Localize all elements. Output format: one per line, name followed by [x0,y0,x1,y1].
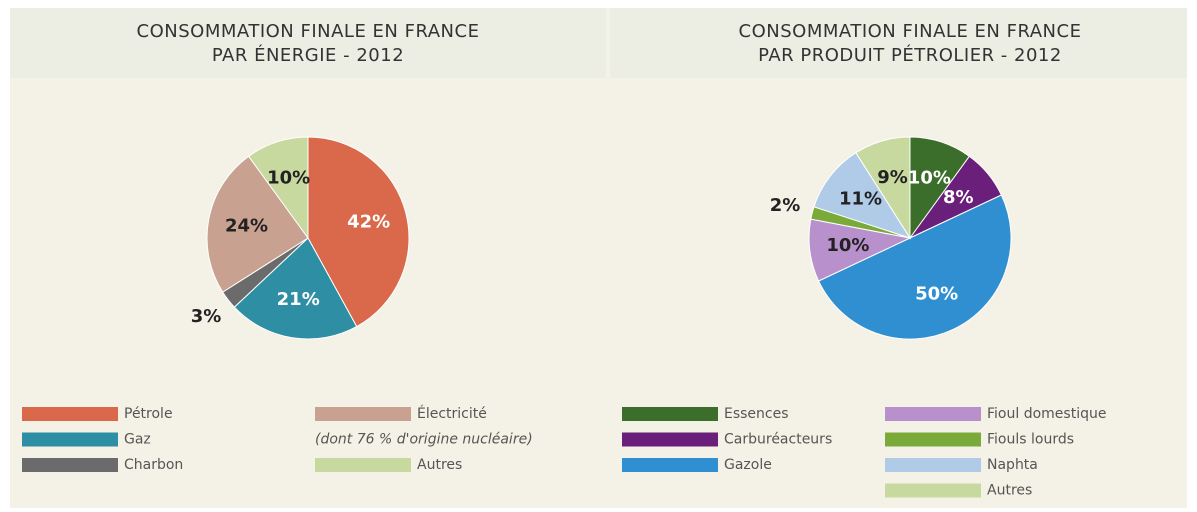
legend-swatch [885,458,981,472]
legend-swatch [885,407,981,421]
legend-label: Gazole [724,457,772,473]
legend-label: Naphta [987,457,1038,473]
pie-slice [247,136,309,240]
chart-subtitle: PAR ÉNERGIE - 2012 [212,44,404,66]
legend-label: Carburéacteurs [724,432,832,448]
legend-swatch [885,432,981,447]
legend-label: Électricité [417,405,487,422]
legend-swatch [885,483,981,498]
legend-label: Fiouls lourds [987,432,1074,448]
legend-swatch [622,458,718,472]
legend-label: Essences [724,406,789,422]
legend-swatch [315,407,411,421]
pie-slice [813,152,912,239]
value-label: 42% [347,211,390,232]
pie-slice [307,136,410,328]
legend-swatch [22,407,118,421]
pie-slice [233,237,358,340]
pie-slice [855,136,911,240]
chart-title: CONSOMMATION FINALE EN FRANCE [739,21,1082,42]
value-label: 9% [877,167,908,188]
value-label: 2% [770,195,801,216]
value-label: 24% [225,215,268,236]
legend-swatch [315,458,411,472]
value-label: 10% [908,167,951,188]
value-label: 10% [826,235,869,256]
legend-swatch [22,432,118,447]
legend-label: Gaz [124,432,151,448]
chart-title: CONSOMMATION FINALE EN FRANCE [137,21,480,42]
pie-slice [206,155,309,293]
value-label: 10% [267,167,310,188]
value-label: 21% [277,289,320,310]
chart-subtitle: PAR PRODUIT PÉTROLIER - 2012 [758,44,1062,66]
value-label: 8% [943,187,974,208]
value-label: 11% [839,189,882,210]
legend-swatch [22,458,118,472]
header-band [10,8,606,78]
header-band [610,8,1187,78]
legend-swatch [622,407,718,421]
legend-note: (dont 76 % d'origine nucléaire) [315,432,533,448]
legend-label: Charbon [124,457,183,473]
value-label: 3% [191,306,222,327]
legend-label: Autres [987,483,1032,499]
pie-slice [817,194,1012,340]
legend-label: Fioul domestique [987,406,1106,422]
value-label: 50% [915,284,958,305]
legend-label: Autres [417,457,462,473]
legend-swatch [622,432,718,447]
legend-label: Pétrole [124,406,173,422]
